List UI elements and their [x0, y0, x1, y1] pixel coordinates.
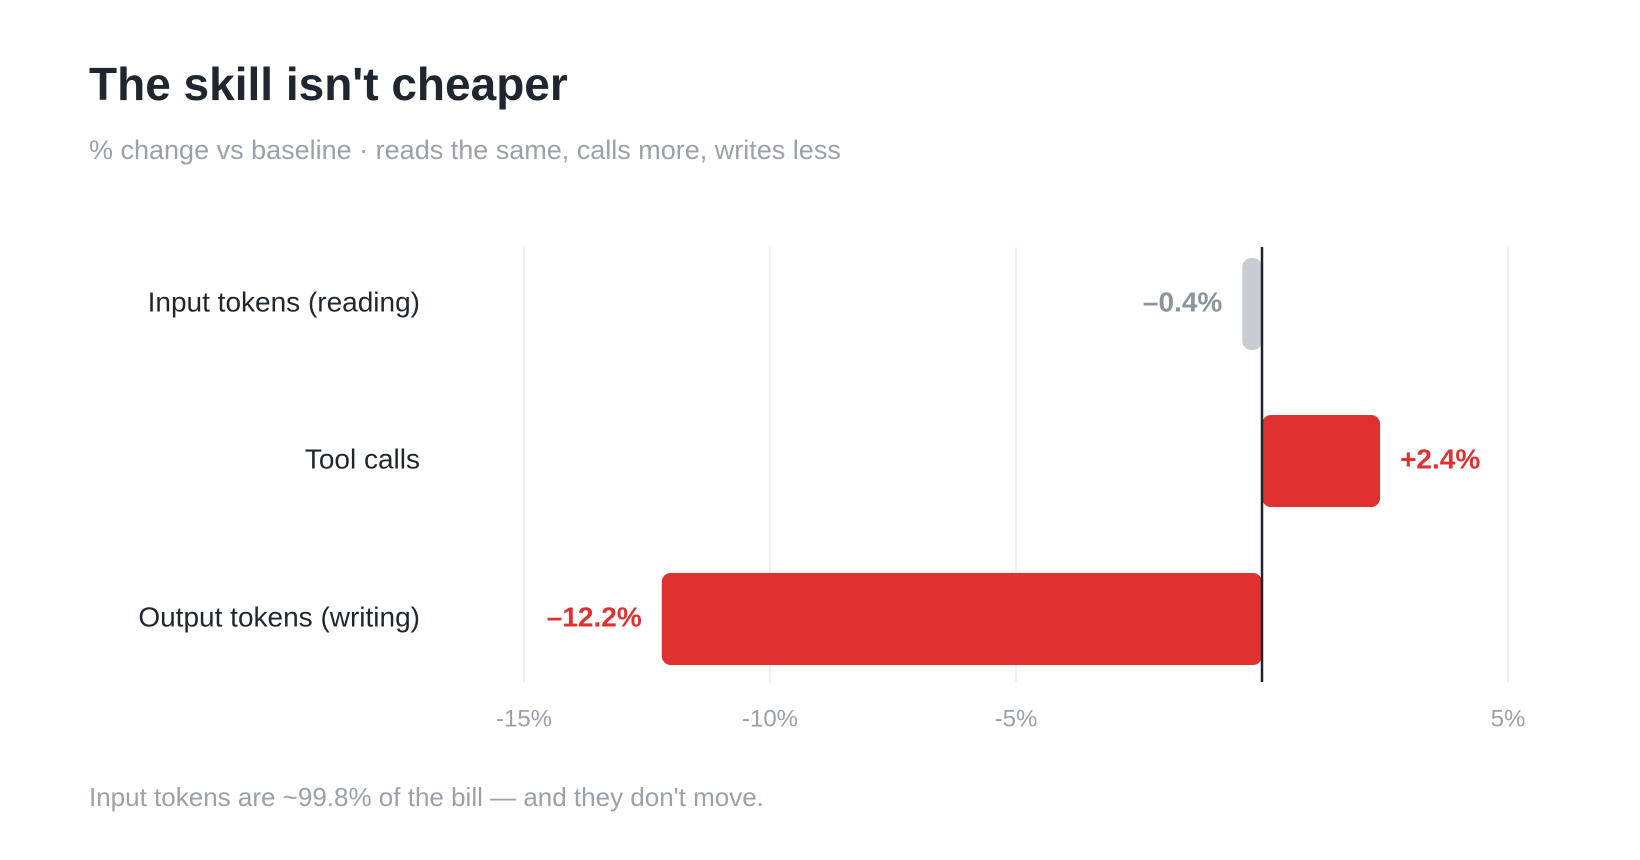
chart-subtitle: % change vs baseline · reads the same, c… [89, 135, 841, 165]
bar [1262, 415, 1381, 507]
category-label: Output tokens (writing) [138, 601, 420, 632]
category-label: Input tokens (reading) [148, 286, 420, 317]
x-tick-label: -5% [995, 705, 1038, 732]
x-tick-label: 5% [1491, 705, 1526, 732]
value-label: +2.4% [1400, 443, 1480, 474]
x-tick-label: -15% [496, 705, 552, 732]
value-label: –12.2% [547, 601, 642, 632]
chart-title: The skill isn't cheaper [89, 58, 568, 110]
bar [661, 573, 1262, 665]
footnote: Input tokens are ~99.8% of the bill — an… [89, 782, 764, 812]
category-label: Tool calls [305, 443, 420, 474]
x-tick-label: -10% [742, 705, 798, 732]
bar [1242, 258, 1262, 350]
value-label: –0.4% [1143, 286, 1222, 317]
